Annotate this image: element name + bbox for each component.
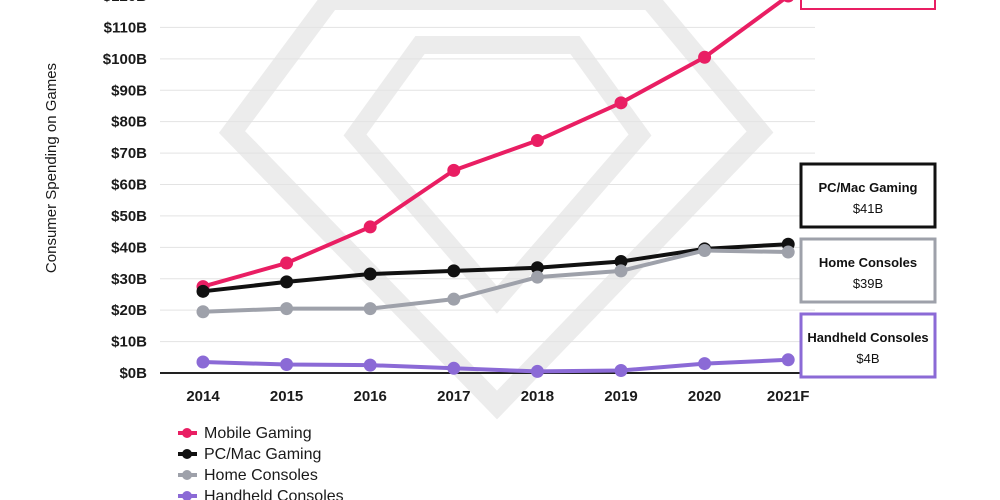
annotation-value: $39B — [853, 276, 883, 291]
data-point — [363, 267, 377, 281]
legend-item-handheld-consoles: Handheld Consoles — [178, 488, 344, 500]
annotation-title: Handheld Consoles — [807, 330, 928, 345]
annotation-home-consoles: Home Consoles $39B — [799, 237, 937, 304]
annotation-boxes: PC/Mac Gaming $41B Home Consoles $39B Handhe… — [799, 0, 937, 379]
x-tick-label: 2021F — [767, 388, 810, 405]
series-home-consoles — [196, 243, 795, 319]
data-point — [363, 220, 377, 234]
y-tick-label: $40B — [111, 239, 147, 256]
y-tick-label: $30B — [111, 271, 147, 288]
data-point — [614, 363, 628, 377]
y-tick-label: $0B — [119, 365, 147, 382]
data-point — [196, 284, 210, 298]
legend-swatch-dot — [182, 428, 192, 438]
legend-swatch-dot — [182, 491, 192, 500]
series-handheld-consoles — [196, 353, 795, 378]
watermark-outer — [218, 0, 774, 420]
data-point — [614, 264, 628, 278]
data-point — [447, 292, 461, 306]
y-tick-label: $70B — [111, 145, 147, 162]
legend-item-pc-mac-gaming: PC/Mac Gaming — [178, 446, 321, 463]
x-tick-label: 2016 — [354, 388, 387, 405]
x-tick-label: 2017 — [437, 388, 470, 405]
annotation-box-mobile-gaming — [800, 0, 936, 10]
data-point — [447, 163, 461, 177]
data-point — [196, 355, 210, 369]
annotation-value: $4B — [856, 351, 879, 366]
y-tick-labels: $0B $10B $20B $30B $40B $50B $60B $70B $80B $90B $… — [103, 0, 147, 382]
data-point — [530, 270, 544, 284]
y-tick-label: $110B — [104, 19, 148, 36]
series-layer — [196, 0, 795, 378]
legend-swatch-dot — [182, 449, 192, 459]
y-tick-label: $10B — [111, 334, 147, 351]
data-point — [196, 305, 210, 319]
annotation-title: PC/Mac Gaming — [819, 180, 918, 195]
data-point — [280, 302, 294, 316]
annotation-box — [799, 162, 937, 229]
data-point — [698, 50, 712, 64]
x-tick-label: 2015 — [270, 388, 303, 405]
annotation-value: $41B — [853, 201, 883, 216]
legend-swatch-dot — [182, 470, 192, 480]
data-point — [447, 264, 461, 278]
series-pc-mac-gaming — [196, 237, 795, 298]
legend-label: Mobile Gaming — [204, 425, 312, 442]
y-tick-label: $20B — [111, 302, 147, 319]
data-point — [530, 261, 544, 275]
y-tick-label: $120B — [103, 0, 147, 5]
data-point — [530, 364, 544, 378]
x-tick-label: 2014 — [186, 388, 220, 405]
series-line — [202, 242, 789, 294]
watermark-diamond-logo — [218, 0, 774, 420]
y-axis-label: Consumer Spending on Games — [43, 63, 60, 273]
data-point — [363, 358, 377, 372]
y-tick-label: $100B — [103, 51, 147, 68]
y-tick-label: $90B — [111, 82, 147, 99]
y-tick-label: $50B — [111, 208, 147, 225]
legend-item-mobile-gaming: Mobile Gaming — [178, 425, 312, 442]
series-line — [202, 0, 787, 289]
data-point — [280, 358, 294, 372]
y-tick-label: $60B — [111, 177, 147, 194]
data-point — [280, 256, 294, 270]
x-tick-labels: 2014 2015 2016 2017 2018 2019 2020 2021F — [186, 388, 809, 405]
data-point — [783, 0, 794, 3]
series-line — [202, 357, 789, 374]
data-point — [614, 96, 628, 110]
data-point — [447, 361, 461, 375]
data-point — [614, 254, 628, 268]
y-tick-label: $80B — [111, 114, 147, 131]
data-point — [530, 134, 544, 148]
annotation-box — [799, 312, 937, 379]
annotation-title: Home Consoles — [819, 255, 917, 270]
legend-label: PC/Mac Gaming — [204, 446, 321, 463]
annotation-box — [799, 237, 937, 304]
legend-label: Home Consoles — [204, 467, 318, 484]
x-tick-label: 2018 — [521, 388, 554, 405]
watermark-inner — [343, 36, 652, 314]
series-line — [202, 248, 789, 314]
data-point — [698, 243, 712, 257]
data-point — [698, 357, 712, 371]
legend-label: Handheld Consoles — [204, 488, 344, 500]
data-point — [781, 353, 795, 367]
annotation-pc-mac-gaming: PC/Mac Gaming $41B — [799, 162, 937, 229]
x-tick-label: 2020 — [688, 388, 721, 405]
legend-item-home-consoles: Home Consoles — [178, 467, 318, 484]
data-point — [363, 302, 377, 316]
data-point — [280, 275, 294, 289]
data-point — [781, 245, 795, 259]
x-tick-label: 2019 — [604, 388, 637, 405]
annotation-handheld-consoles: Handheld Consoles $4B — [799, 312, 937, 379]
legend: Mobile Gaming PC/Mac Gaming Home Consoles H… — [178, 425, 344, 500]
